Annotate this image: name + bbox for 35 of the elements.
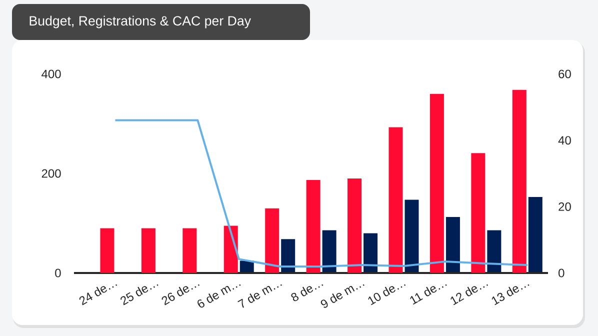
x-tick-label: 9 de m… — [320, 284, 364, 308]
bar — [528, 197, 542, 273]
bar — [430, 94, 444, 273]
bar — [404, 200, 419, 273]
x-tick-label: 8 de… — [291, 284, 324, 302]
bar — [446, 216, 460, 273]
chart-title: Budget, Registrations & CAC per Day — [30, 16, 251, 28]
bar — [322, 230, 336, 273]
x-tick-label: 13 de… — [492, 284, 530, 306]
bar — [471, 153, 486, 273]
bar — [224, 226, 238, 273]
bar — [364, 233, 378, 273]
bar — [487, 230, 502, 273]
x-tick-label: 11 de… — [410, 284, 447, 305]
x-tick-label: 12 de… — [450, 284, 488, 306]
y-tick-label: 0 — [55, 268, 61, 278]
y2-tick-label: 0 — [558, 268, 564, 278]
bar — [265, 208, 280, 273]
bar — [141, 228, 156, 273]
bar — [100, 228, 114, 273]
bar — [348, 178, 362, 273]
bar — [306, 180, 320, 273]
bar — [388, 127, 403, 273]
bar — [182, 228, 197, 273]
y2-tick-label: 20 — [558, 202, 571, 211]
x-tick-label: 7 de m… — [238, 284, 282, 308]
x-tick-label: 10 de… — [368, 284, 406, 306]
bar — [512, 90, 526, 273]
y2-tick-label: 40 — [558, 136, 571, 145]
x-tick-label: 25 de… — [120, 284, 158, 306]
x-tick-label: 24 de… — [79, 284, 118, 306]
bar — [281, 239, 296, 273]
y-tick-label: 200 — [42, 169, 61, 178]
y-tick-label: 400 — [42, 70, 61, 78]
y2-tick-label: 60 — [558, 70, 571, 78]
